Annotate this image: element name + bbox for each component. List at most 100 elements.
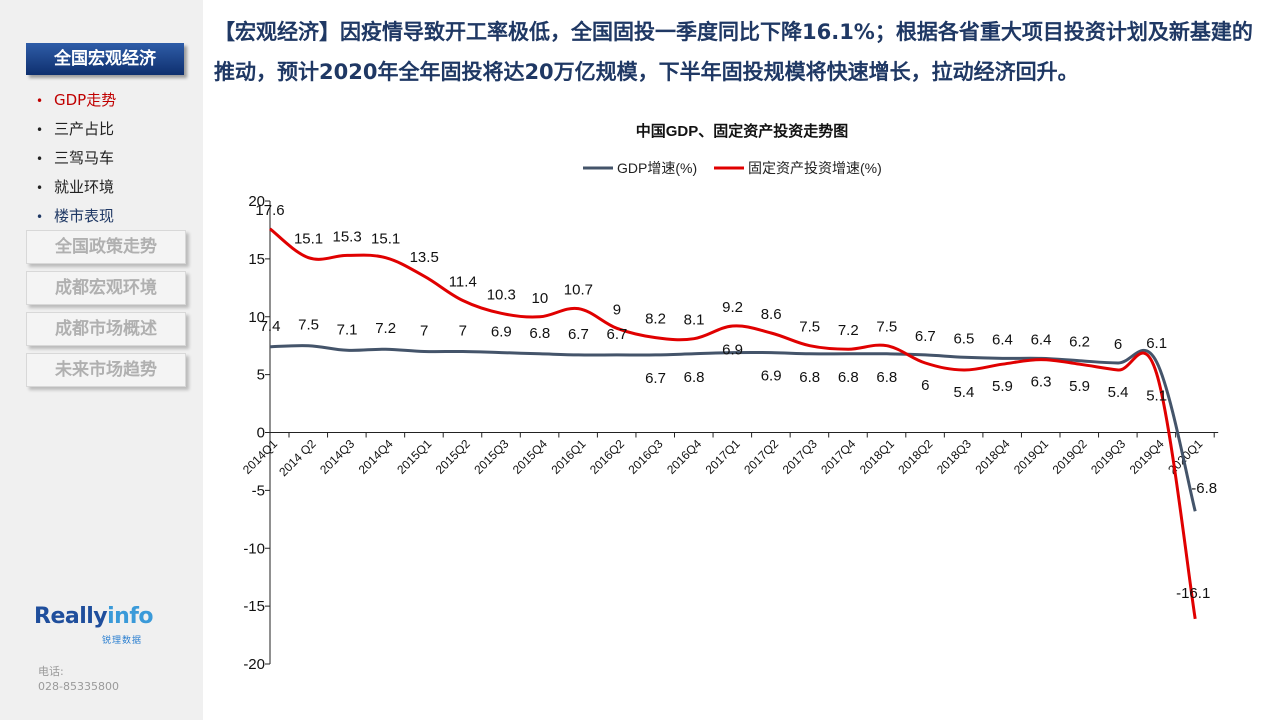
x-tick-label: 2017Q2 xyxy=(741,436,781,476)
contact-label: 电话: xyxy=(38,665,64,678)
fai-data-label: 5.1 xyxy=(1146,387,1167,404)
headline-text: 【宏观经济】因疫情导致开工率极低，全国固投一季度同比下降16.1%；根据各省重大… xyxy=(214,20,1253,84)
chart-title: 中国GDP、固定资产投资走势图 xyxy=(636,122,849,140)
fai-data-label: 5.9 xyxy=(1069,378,1090,395)
y-tick-label: 20 xyxy=(248,193,265,210)
x-tick-label: 2016Q4 xyxy=(664,436,704,476)
gdp-data-label: 6.4 xyxy=(1031,331,1052,348)
sub-nav-gdp-trend[interactable]: • GDP走势 xyxy=(36,86,116,115)
gdp-data-label: 6.8 xyxy=(838,369,859,386)
gdp-data-label: 6.8 xyxy=(529,325,550,342)
nav-policy-trend[interactable]: 全国政策走势 xyxy=(26,230,186,264)
nav-future-trend[interactable]: 未来市场趋势 xyxy=(26,353,186,387)
bullet-icon: • xyxy=(36,94,44,108)
fai-data-label: 11.4 xyxy=(449,274,477,291)
fai-data-label: 7.5 xyxy=(799,319,820,336)
bullet-icon: • xyxy=(36,123,44,137)
gdp-data-label: 6.2 xyxy=(1069,334,1090,351)
fai-data-label: 17.6 xyxy=(255,202,284,219)
fai-data-label: 10.7 xyxy=(564,282,593,299)
gdp-data-label: 7.5 xyxy=(298,317,319,334)
x-tick-label: 2018Q3 xyxy=(934,436,974,476)
x-tick-label: 2014Q4 xyxy=(356,436,396,476)
contact-phone: 028-85335800 xyxy=(38,680,119,693)
y-tick-label: -10 xyxy=(243,540,265,557)
gdp-data-label: 6.7 xyxy=(645,370,666,387)
y-tick-label: 15 xyxy=(248,251,265,268)
x-tick-label: 2014Q1 xyxy=(240,436,280,476)
bullet-icon: • xyxy=(36,152,44,166)
gdp-data-label: 7.2 xyxy=(375,320,396,337)
y-tick-label: 0 xyxy=(257,425,265,442)
fai-data-label: 9 xyxy=(613,301,621,318)
x-tick-label: 2017Q4 xyxy=(818,436,858,476)
gdp-data-label: 6.9 xyxy=(491,324,512,341)
gdp-data-label: 6 xyxy=(1114,336,1122,353)
x-tick-label: 2016Q3 xyxy=(626,436,666,476)
legend-label-gdp: GDP增速(%) xyxy=(617,160,697,176)
gdp-data-label: 7 xyxy=(459,322,467,339)
sub-nav-label: GDP走势 xyxy=(54,91,117,109)
x-tick-label: 2019Q1 xyxy=(1011,436,1051,476)
nav-chengdu-market[interactable]: 成都市场概述 xyxy=(26,312,186,346)
x-tick-label: 2018Q4 xyxy=(972,436,1012,476)
fai-data-label: 6 xyxy=(921,377,929,394)
sub-nav-label: 三驾马车 xyxy=(54,149,115,167)
fai-data-label: 8.1 xyxy=(684,312,705,329)
gdp-data-label: 7 xyxy=(420,322,428,339)
y-tick-label: -15 xyxy=(243,598,265,615)
gdp-data-label: 6.9 xyxy=(722,342,743,359)
x-tick-label: 2014Q3 xyxy=(317,436,357,476)
x-tick-label: 2014 Q2 xyxy=(276,436,319,479)
sub-nav-three-drivers[interactable]: • 三驾马车 xyxy=(36,144,116,173)
fai-data-label: 5.4 xyxy=(1108,384,1129,401)
x-tick-label: 2018Q1 xyxy=(857,436,897,476)
x-tick-label: 2018Q2 xyxy=(895,436,935,476)
x-tick-label: 2016Q2 xyxy=(587,436,627,476)
fai-data-label: 7.2 xyxy=(838,322,859,339)
contact-info: 电话: 028-85335800 xyxy=(38,664,119,694)
gdp-data-label: 7.4 xyxy=(260,318,281,335)
gdp-data-label: 6.8 xyxy=(684,369,705,386)
gdp-data-label: 6.7 xyxy=(607,326,628,343)
nav-macro-economy[interactable]: 全国宏观经济 xyxy=(26,43,184,75)
gdp-data-label: 6.5 xyxy=(953,330,974,347)
y-tick-label: 5 xyxy=(257,367,265,384)
sub-nav-label: 就业环境 xyxy=(54,178,115,196)
bullet-icon: • xyxy=(36,210,44,224)
sub-nav-industry-share[interactable]: • 三产占比 xyxy=(36,115,116,144)
fai-data-label: 7.5 xyxy=(876,319,897,336)
fai-data-label: 9.2 xyxy=(722,299,743,316)
legend-label-fai: 固定资产投资增速(%) xyxy=(748,160,882,176)
fai-data-label: 10 xyxy=(532,290,549,307)
x-tick-label: 2015Q4 xyxy=(510,436,550,476)
gdp-data-label: 6.9 xyxy=(761,368,782,385)
gdp-data-label: 6.8 xyxy=(799,369,820,386)
sub-nav-label: 楼市表现 xyxy=(54,207,115,225)
fai-data-label: 5.9 xyxy=(992,378,1013,395)
gdp-data-label: 6.8 xyxy=(876,369,897,386)
fai-data-label: 15.1 xyxy=(371,231,400,248)
sub-nav-housing[interactable]: • 楼市表现 xyxy=(36,202,116,231)
gdp-data-label: -6.8 xyxy=(1191,480,1217,497)
x-tick-label: 2019Q2 xyxy=(1050,436,1090,476)
x-tick-label: 2015Q2 xyxy=(433,436,473,476)
sidebar: 全国宏观经济 • GDP走势 • 三产占比 • 三驾马车 • 就业环境 • 楼市表现 全国… xyxy=(0,0,203,720)
x-tick-label: 2016Q1 xyxy=(548,436,588,476)
reallyinfo-logo: Reallyinfo 锐理数据 xyxy=(34,604,154,646)
y-tick-label: -5 xyxy=(252,482,265,499)
x-tick-label: 2017Q1 xyxy=(703,436,743,476)
fai-data-label: 15.3 xyxy=(332,228,361,245)
sub-nav-employment[interactable]: • 就业环境 xyxy=(36,173,116,202)
nav-chengdu-macro[interactable]: 成都宏观环境 xyxy=(26,271,186,305)
fai-data-label: 15.1 xyxy=(294,231,323,248)
gdp-data-label: 6.1 xyxy=(1146,335,1167,352)
gdp-data-label: 6.4 xyxy=(992,331,1013,348)
gdp-series-line xyxy=(269,344,1197,512)
sub-nav-label: 三产占比 xyxy=(54,120,115,138)
fai-data-label: 8.2 xyxy=(645,311,666,328)
fai-series-line xyxy=(269,227,1197,620)
fai-data-label: 8.6 xyxy=(761,306,782,323)
fai-data-label: 13.5 xyxy=(410,249,439,266)
bullet-icon: • xyxy=(36,181,44,195)
